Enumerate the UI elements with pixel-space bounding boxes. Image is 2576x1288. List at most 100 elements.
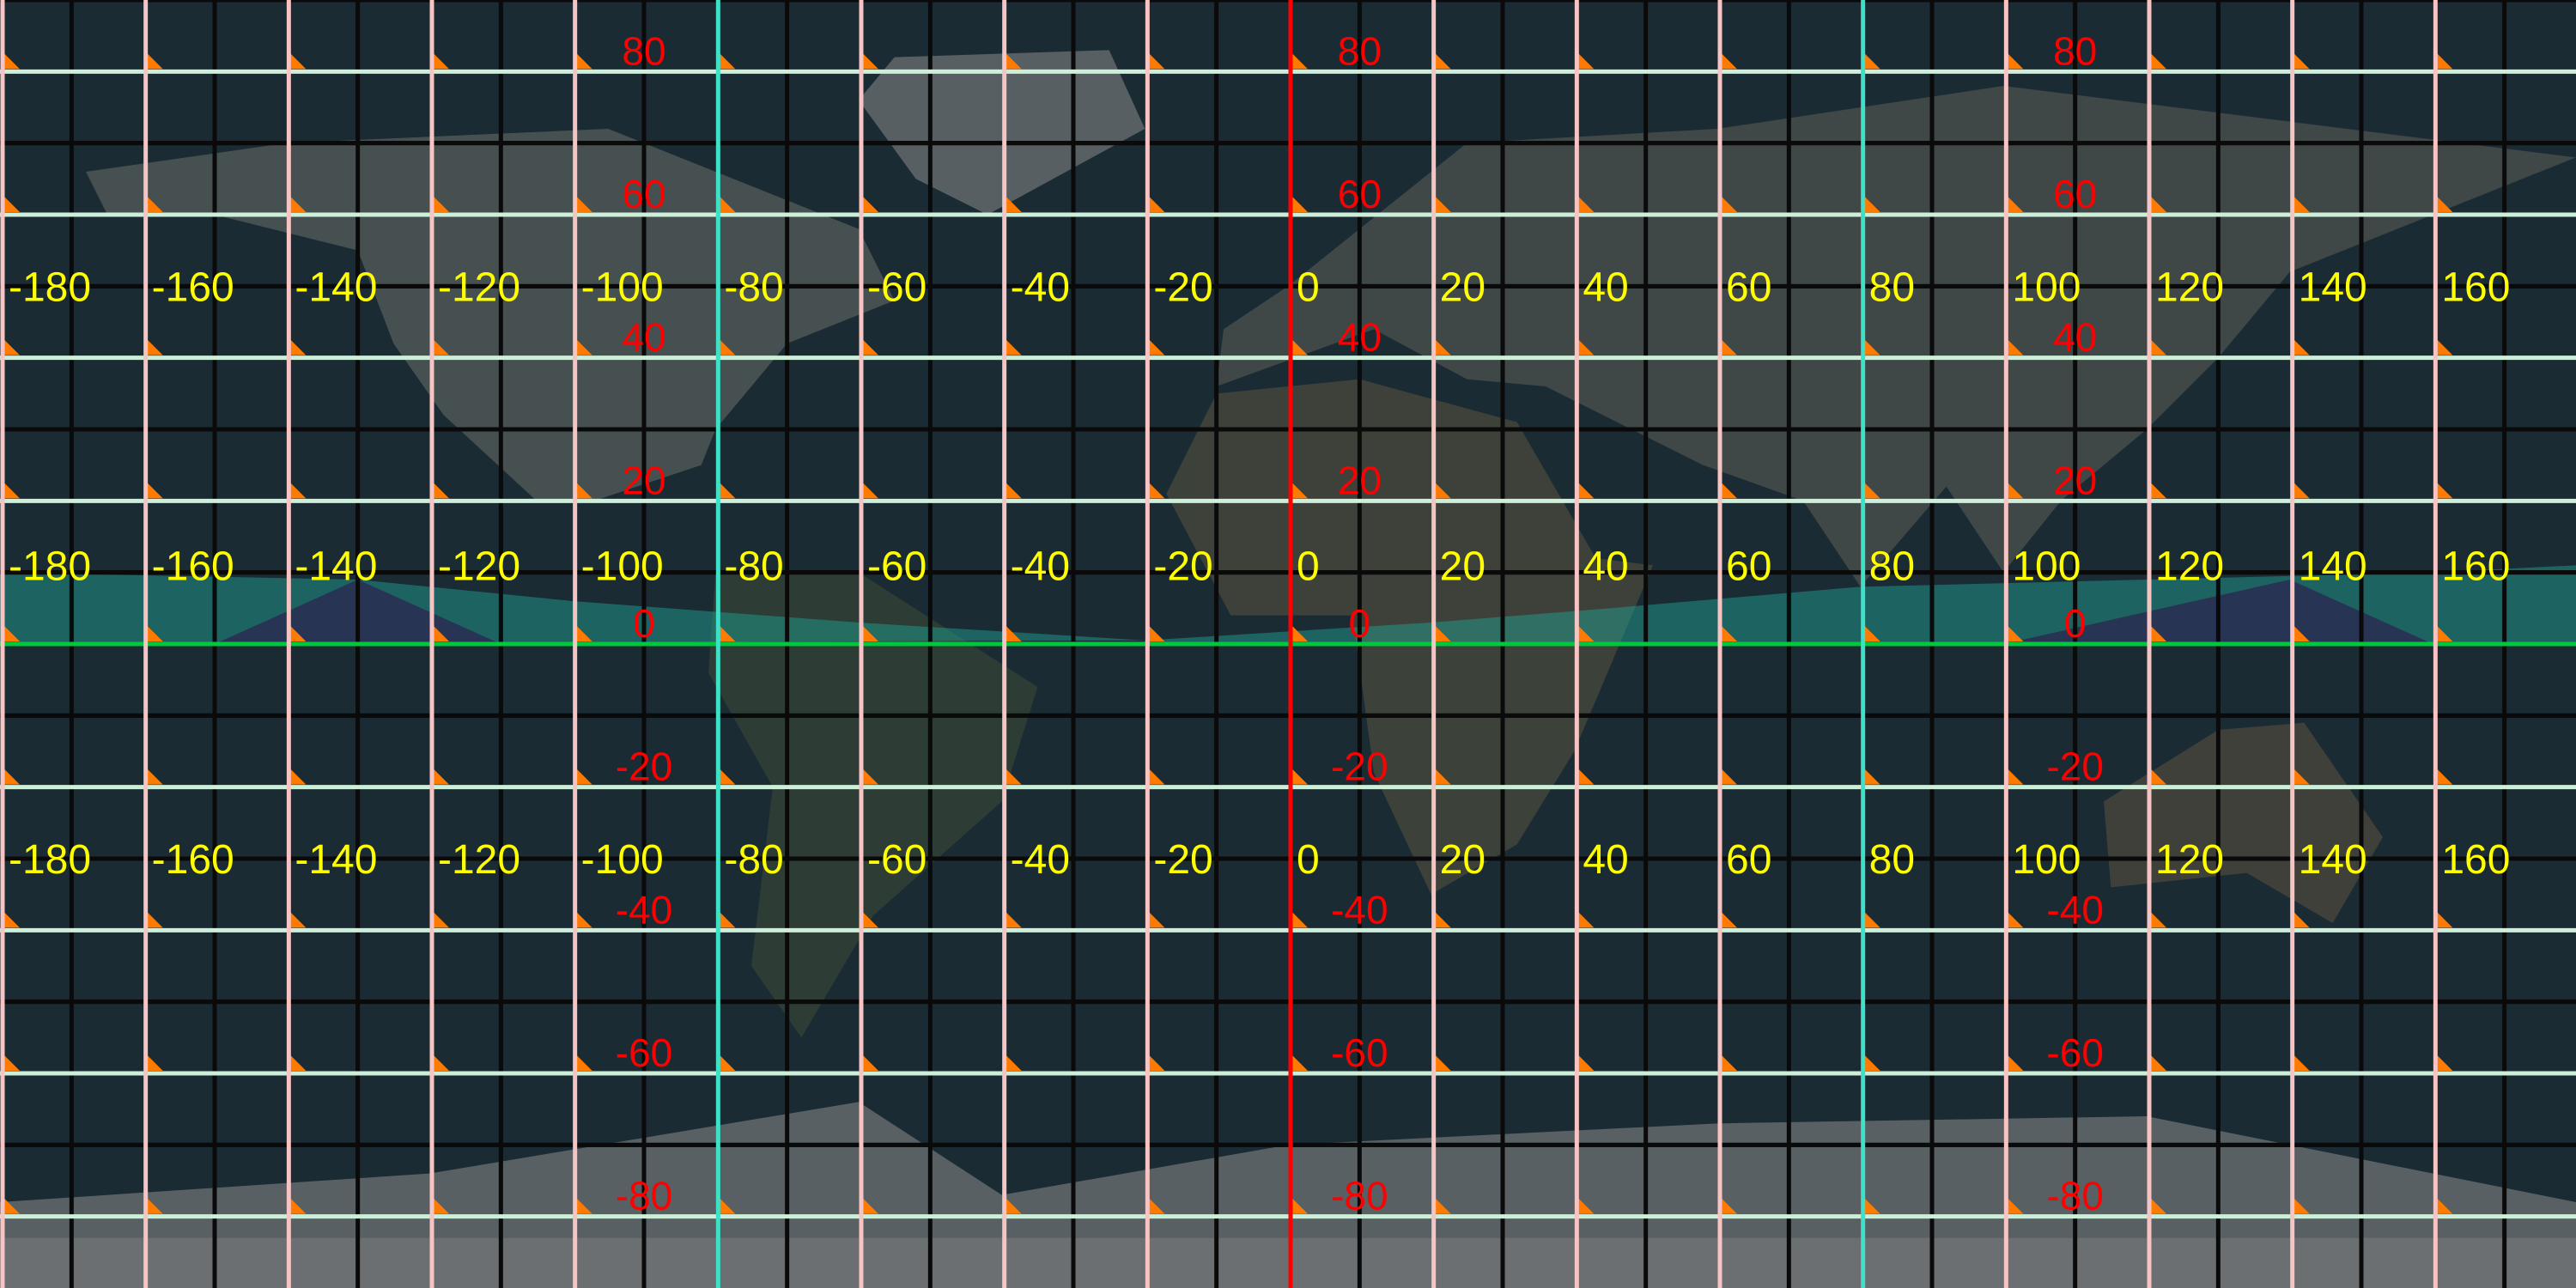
corner-marker-icon [1433, 1196, 1451, 1214]
corner-marker-icon [1577, 481, 1595, 499]
longitude-label: -100 [581, 264, 664, 310]
longitude-label: 60 [1726, 544, 1771, 589]
corner-marker-icon [289, 624, 307, 641]
longitude-label: -80 [724, 544, 783, 589]
corner-marker-icon [2292, 910, 2310, 928]
longitude-label: -20 [1153, 837, 1212, 883]
corner-marker-icon [718, 481, 736, 499]
latitude-label: 40 [622, 315, 665, 360]
corner-marker-icon [1577, 910, 1595, 928]
corner-marker-icon [432, 195, 449, 212]
longitude-label: -120 [438, 264, 520, 310]
corner-marker-icon [2435, 195, 2453, 212]
corner-marker-icon [718, 1054, 736, 1071]
corner-marker-icon [1291, 52, 1308, 70]
corner-marker-icon [1004, 910, 1022, 928]
corner-marker-icon [2149, 52, 2166, 70]
latitude-label: 0 [1349, 601, 1371, 646]
latitude-label: -80 [1331, 1174, 1388, 1218]
latitude-label: 60 [2053, 172, 2097, 216]
corner-marker-icon [1291, 481, 1308, 499]
longitude-label: -140 [295, 264, 377, 310]
corner-marker-icon [432, 1054, 449, 1071]
corner-marker-icon [2435, 337, 2453, 355]
corner-marker-icon [1862, 1054, 1880, 1071]
corner-marker-icon [861, 767, 878, 785]
longitude-label: -20 [1153, 264, 1212, 310]
corner-marker-icon [145, 195, 163, 212]
longitude-label: 120 [2155, 264, 2224, 310]
longitude-label: 0 [1297, 264, 1320, 310]
corner-marker-icon [2006, 910, 2024, 928]
corner-marker-icon [1862, 337, 1880, 355]
corner-marker-icon [145, 481, 163, 499]
basemap-imagery [0, 50, 2576, 1288]
corner-marker-icon [2435, 52, 2453, 70]
corner-marker-icon [2435, 1196, 2453, 1214]
longitude-label: -80 [724, 837, 783, 883]
corner-marker-icon [1862, 767, 1880, 785]
corner-marker-icon [1862, 481, 1880, 499]
longitude-label: 160 [2441, 264, 2510, 310]
corner-marker-icon [3, 337, 20, 355]
polar-band [0, 1237, 2576, 1288]
corner-marker-icon [2292, 481, 2310, 499]
corner-marker-icon [861, 624, 878, 641]
corner-marker-icon [1720, 195, 1737, 212]
corner-marker-icon [1147, 1054, 1165, 1071]
corner-marker-icon [574, 195, 592, 212]
longitude-label: -160 [152, 264, 234, 310]
corner-marker-icon [145, 1054, 163, 1071]
landmass-africa [1166, 379, 1653, 895]
corner-marker-icon [1862, 52, 1880, 70]
latitude-label: -60 [2046, 1030, 2103, 1075]
corner-marker-icon [145, 337, 163, 355]
corner-marker-icon [145, 910, 163, 928]
longitude-label: 40 [1583, 264, 1628, 310]
corner-marker-icon [1577, 195, 1595, 212]
latitude-label: 60 [1338, 172, 1382, 216]
corner-marker-icon [1862, 195, 1880, 212]
corner-marker-icon [1577, 1054, 1595, 1071]
longitude-label: 60 [1726, 264, 1771, 310]
corner-marker-icon [1720, 1054, 1737, 1071]
longitude-label: -80 [724, 264, 783, 310]
corner-marker-icon [1577, 337, 1595, 355]
corner-marker-icon [3, 195, 20, 212]
longitude-label: 120 [2155, 544, 2224, 589]
corner-marker-icon [2435, 624, 2453, 641]
longitude-label: 140 [2299, 837, 2367, 883]
corner-marker-icon [289, 910, 307, 928]
swath-segment [0, 572, 1145, 644]
corner-marker-icon [3, 481, 20, 499]
corner-marker-icon [1433, 337, 1451, 355]
corner-marker-icon [1004, 52, 1022, 70]
corner-marker-icon [861, 481, 878, 499]
corner-marker-icon [1004, 337, 1022, 355]
corner-marker-icon [432, 481, 449, 499]
corner-marker-icon [2435, 1054, 2453, 1071]
corner-marker-icon [1291, 1054, 1308, 1071]
corner-marker-icon [718, 767, 736, 785]
corner-marker-icon [2149, 195, 2166, 212]
corner-marker-icon [861, 910, 878, 928]
corner-marker-icon [718, 624, 736, 641]
longitude-label: 0 [1297, 837, 1320, 883]
corner-marker-icon [2149, 624, 2166, 641]
corner-marker-icon [1433, 767, 1451, 785]
latitude-label: -60 [1331, 1030, 1388, 1075]
corner-marker-icon [1291, 624, 1308, 641]
corner-marker-icon [2292, 337, 2310, 355]
latitude-label: 40 [2053, 315, 2097, 360]
longitude-label: 40 [1583, 544, 1628, 589]
corner-marker-icon [3, 1054, 20, 1071]
corner-marker-icon [432, 1196, 449, 1214]
corner-marker-icon [2292, 1054, 2310, 1071]
longitude-label: -140 [295, 837, 377, 883]
longitude-label: -60 [867, 837, 927, 883]
latitude-label: 0 [2064, 601, 2087, 646]
longitude-label: -180 [9, 264, 91, 310]
corner-marker-icon [2006, 481, 2024, 499]
